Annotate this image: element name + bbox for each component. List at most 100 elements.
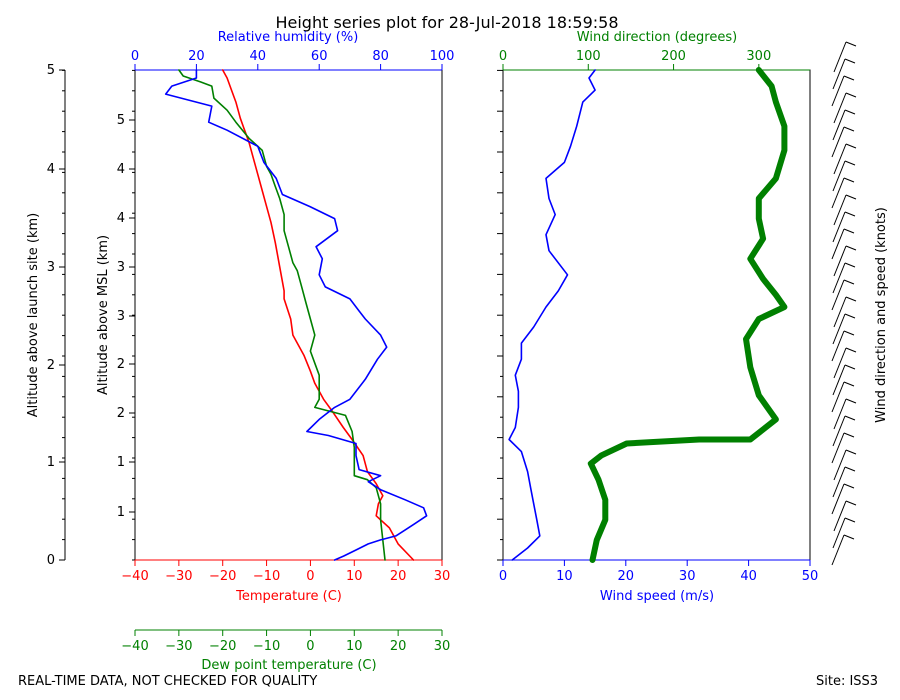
wind-barb-flag (843, 534, 855, 540)
outer-y-tick-label: 1 (47, 455, 55, 470)
temperature-tick-label: −20 (209, 569, 236, 584)
left-panel: 0 1 2 3 4 5 1 1 2 2 3 3 4 4 5 −40 −30 −20 −10 0 10 20 30 −40… (26, 30, 454, 673)
wind-barb-flag (844, 109, 856, 115)
wind-barb-flag (845, 398, 857, 404)
wind-barb-flag (845, 449, 857, 455)
wind-barb-shaft (831, 330, 845, 362)
dewpoint-tick-label: −40 (121, 639, 148, 654)
wind-barb-shaft (833, 347, 847, 379)
inner-altitude-axis-label: Altitude above MSL (km) (96, 235, 111, 395)
rh-tick-label: 0 (131, 49, 139, 64)
wind-barb-flag (845, 41, 857, 47)
wind-barb-flag (845, 347, 857, 353)
wind-barb-shaft (831, 177, 845, 209)
wind-barb-flag (844, 415, 856, 421)
wind-direction-tick-label: 0 (499, 49, 507, 64)
inner-y-tick-label: 2 (117, 357, 125, 372)
wind-barb-shaft (832, 58, 846, 90)
inner-y-tick-label: 5 (117, 113, 125, 128)
wind-barb-flag (845, 296, 857, 302)
outer-y-tick-label: 0 (47, 553, 55, 568)
quality-disclaimer: REAL-TIME DATA, NOT CHECKED FOR QUALITY (18, 674, 318, 689)
rh-tick-label: 60 (311, 49, 328, 64)
wind-barb-flag (843, 177, 855, 183)
wind-barb-flag (845, 500, 857, 506)
wind-barb-flag (843, 279, 855, 285)
dewpoint-tick-label: −10 (253, 639, 280, 654)
wind-direction-axis-label: Wind direction (degrees) (577, 30, 737, 45)
wind-barb-flag (844, 211, 856, 217)
dewpoint-tick-label: −20 (209, 639, 236, 654)
wind-barb-flag (844, 262, 856, 268)
wind-barb-flag (843, 483, 855, 489)
wind-barb-shaft (832, 415, 846, 447)
wind-speed-axis-label: Wind speed (m/s) (600, 589, 714, 604)
wind-direction-tick-label: 300 (746, 49, 771, 64)
wind-barb-shaft (833, 245, 847, 277)
wind-barb-shaft (833, 500, 847, 532)
wspd-line (508, 69, 596, 561)
wind-barb-shaft (831, 483, 845, 515)
left-plot-frame (134, 69, 443, 561)
dewpoint-tick-label: 10 (346, 639, 363, 654)
wind-barb-flag (843, 381, 855, 387)
temperature-tick-label: 20 (390, 569, 407, 584)
wind-barb-flag (844, 364, 856, 370)
wind-barb-shaft (832, 466, 846, 498)
wind-speed-tick-label: 0 (499, 569, 507, 584)
dew-line (178, 69, 386, 561)
wind-barb-flag (845, 143, 857, 149)
wind-barb-flag (845, 92, 857, 98)
wind-direction-tick-label: 100 (576, 49, 601, 64)
outer-y-tick-label: 3 (47, 260, 55, 275)
wind-barb-shaft (832, 211, 846, 243)
outer-altitude-axis-label: Altitude above launch site (km) (26, 213, 41, 417)
wind-barb-shaft (832, 109, 846, 141)
inner-y-tick-label: 1 (117, 505, 125, 520)
temperature-tick-label: −40 (121, 569, 148, 584)
wind-barb-shaft (833, 143, 847, 175)
wind-barb-flag (844, 313, 856, 319)
wind-barb-flag (843, 126, 855, 132)
site-label: Site: ISS3 (816, 674, 879, 689)
rh-tick-label: 40 (250, 49, 267, 64)
inner-y-tick-label: 3 (117, 309, 125, 324)
rh-tick-label: 20 (188, 49, 205, 64)
wind-barb-shaft (831, 534, 845, 566)
wind-speed-tick-label: 40 (740, 569, 757, 584)
inner-y-tick-label: 3 (117, 260, 125, 275)
rh-tick-label: 100 (430, 49, 455, 64)
dewpoint-tick-label: 0 (306, 639, 314, 654)
wind-barb-flag (843, 330, 855, 336)
wind-barb-shaft (833, 92, 847, 124)
wind-barb-flag (845, 194, 857, 200)
temperature-tick-label: −30 (165, 569, 192, 584)
temperature-tick-label: 0 (306, 569, 314, 584)
right-panel: 0 10 20 30 40 50 0 100 200 300 Wind speed (m/s) … (497, 30, 889, 604)
wind-barb-shaft (833, 449, 847, 481)
wind-barb-shaft (832, 517, 846, 549)
wind-barb-flag (843, 432, 855, 438)
wind-barb-shaft (833, 194, 847, 226)
wind-barb-label: Wind direction and speed (knots) (874, 207, 889, 423)
wind-barb-flag (844, 466, 856, 472)
wind-direction-tick-label: 200 (661, 49, 686, 64)
wind-barb-flag (845, 245, 857, 251)
wind-barb-shaft (831, 381, 845, 413)
wind-barb-flag (843, 228, 855, 234)
wind-speed-tick-label: 50 (802, 569, 819, 584)
dewpoint-tick-label: −30 (165, 639, 192, 654)
temperature-axis-label: Temperature (C) (235, 589, 342, 604)
dewpoint-tick-label: 20 (390, 639, 407, 654)
wind-barb-flag (844, 58, 856, 64)
wind-barb-shaft (831, 279, 845, 311)
wind-barb-shaft (832, 364, 846, 396)
wind-barb-flag (843, 75, 855, 81)
wind-barb-shaft (832, 160, 846, 192)
wind-barb-shaft (833, 398, 847, 430)
wind-barb-shaft (832, 262, 846, 294)
wind-speed-tick-label: 20 (618, 569, 635, 584)
rh-axis-label: Relative humidity (%) (218, 30, 359, 45)
wind-speed-tick-label: 30 (679, 569, 696, 584)
